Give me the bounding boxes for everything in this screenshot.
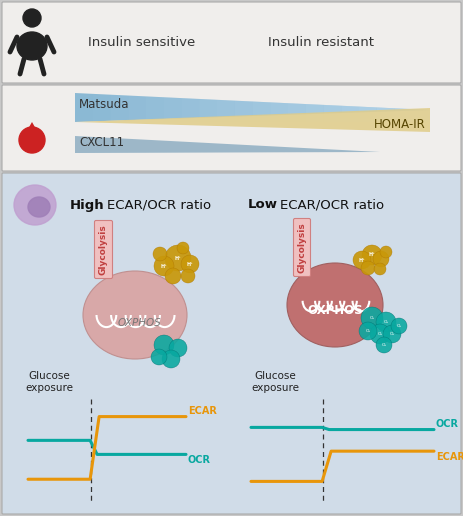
Polygon shape [324, 105, 341, 122]
Circle shape [165, 268, 181, 284]
Text: H⁺: H⁺ [175, 255, 181, 261]
Polygon shape [128, 95, 146, 122]
Polygon shape [252, 102, 270, 122]
Circle shape [153, 247, 167, 261]
Text: CXCL11: CXCL11 [79, 137, 124, 150]
FancyBboxPatch shape [294, 218, 311, 277]
Circle shape [169, 339, 187, 357]
Text: H⁺: H⁺ [359, 257, 365, 263]
Polygon shape [359, 107, 377, 122]
Circle shape [383, 325, 401, 343]
Ellipse shape [14, 185, 56, 225]
Circle shape [391, 318, 407, 334]
Polygon shape [111, 95, 128, 122]
Text: O₂: O₂ [383, 320, 388, 324]
Text: OCR: OCR [188, 456, 211, 465]
Text: Glucose
exposure: Glucose exposure [25, 370, 73, 393]
Text: ECAR/OCR ratio: ECAR/OCR ratio [280, 199, 384, 212]
Circle shape [359, 322, 377, 340]
Circle shape [373, 251, 389, 267]
FancyBboxPatch shape [94, 220, 113, 279]
Circle shape [362, 245, 382, 265]
Polygon shape [235, 101, 252, 122]
Polygon shape [412, 109, 430, 122]
Polygon shape [181, 98, 199, 122]
Text: O₂: O₂ [396, 324, 401, 328]
Circle shape [376, 312, 396, 332]
Polygon shape [217, 100, 235, 122]
Polygon shape [75, 136, 380, 153]
Polygon shape [377, 107, 394, 122]
Text: OXPHOS: OXPHOS [307, 304, 363, 317]
Text: Insulin resistant: Insulin resistant [268, 37, 374, 50]
Polygon shape [75, 93, 430, 122]
Text: O₂: O₂ [365, 329, 370, 333]
Text: HOMA-IR: HOMA-IR [374, 118, 426, 131]
Text: OCR: OCR [436, 418, 459, 429]
Circle shape [370, 324, 390, 344]
Circle shape [380, 246, 392, 258]
FancyBboxPatch shape [2, 2, 461, 83]
FancyBboxPatch shape [2, 173, 461, 514]
FancyBboxPatch shape [2, 85, 461, 171]
Text: ECAR: ECAR [188, 406, 217, 415]
Polygon shape [24, 122, 40, 136]
Text: High: High [70, 199, 105, 212]
Text: Matsuda: Matsuda [79, 98, 130, 110]
Text: Glucose
exposure: Glucose exposure [251, 370, 300, 393]
Polygon shape [75, 108, 430, 132]
Polygon shape [146, 96, 164, 122]
Circle shape [361, 261, 375, 275]
Text: Insulin sensitive: Insulin sensitive [88, 37, 195, 50]
Polygon shape [341, 106, 359, 122]
Text: H⁺: H⁺ [161, 264, 168, 268]
Circle shape [23, 9, 41, 27]
Text: ECAR/OCR ratio: ECAR/OCR ratio [107, 199, 211, 212]
Text: Glycolysis: Glycolysis [99, 224, 107, 275]
Text: Glycolysis: Glycolysis [298, 222, 307, 273]
Circle shape [154, 256, 174, 276]
Text: Low: Low [248, 199, 278, 212]
Circle shape [181, 269, 195, 283]
Polygon shape [164, 97, 181, 122]
Circle shape [162, 350, 180, 368]
Text: O₂: O₂ [377, 332, 382, 336]
Circle shape [361, 307, 383, 329]
Ellipse shape [28, 197, 50, 217]
Circle shape [353, 251, 371, 269]
Text: O₂: O₂ [369, 316, 375, 320]
Text: ECAR: ECAR [436, 452, 463, 462]
Circle shape [151, 349, 167, 365]
Text: OXPHOS: OXPHOS [117, 318, 161, 328]
Text: O₂: O₂ [382, 343, 387, 347]
Circle shape [376, 337, 392, 353]
Circle shape [19, 127, 45, 153]
Polygon shape [199, 99, 217, 122]
Polygon shape [270, 102, 288, 122]
Ellipse shape [287, 263, 383, 347]
Polygon shape [306, 104, 324, 122]
Circle shape [165, 245, 191, 271]
Circle shape [154, 335, 174, 355]
Text: H⁺: H⁺ [187, 262, 194, 266]
Ellipse shape [83, 271, 187, 359]
Ellipse shape [17, 32, 47, 60]
Polygon shape [394, 108, 412, 122]
Circle shape [177, 242, 189, 254]
Text: H⁺: H⁺ [369, 252, 375, 257]
Circle shape [181, 255, 199, 273]
Circle shape [374, 263, 386, 275]
Text: O₂: O₂ [389, 332, 394, 336]
Polygon shape [288, 103, 306, 122]
